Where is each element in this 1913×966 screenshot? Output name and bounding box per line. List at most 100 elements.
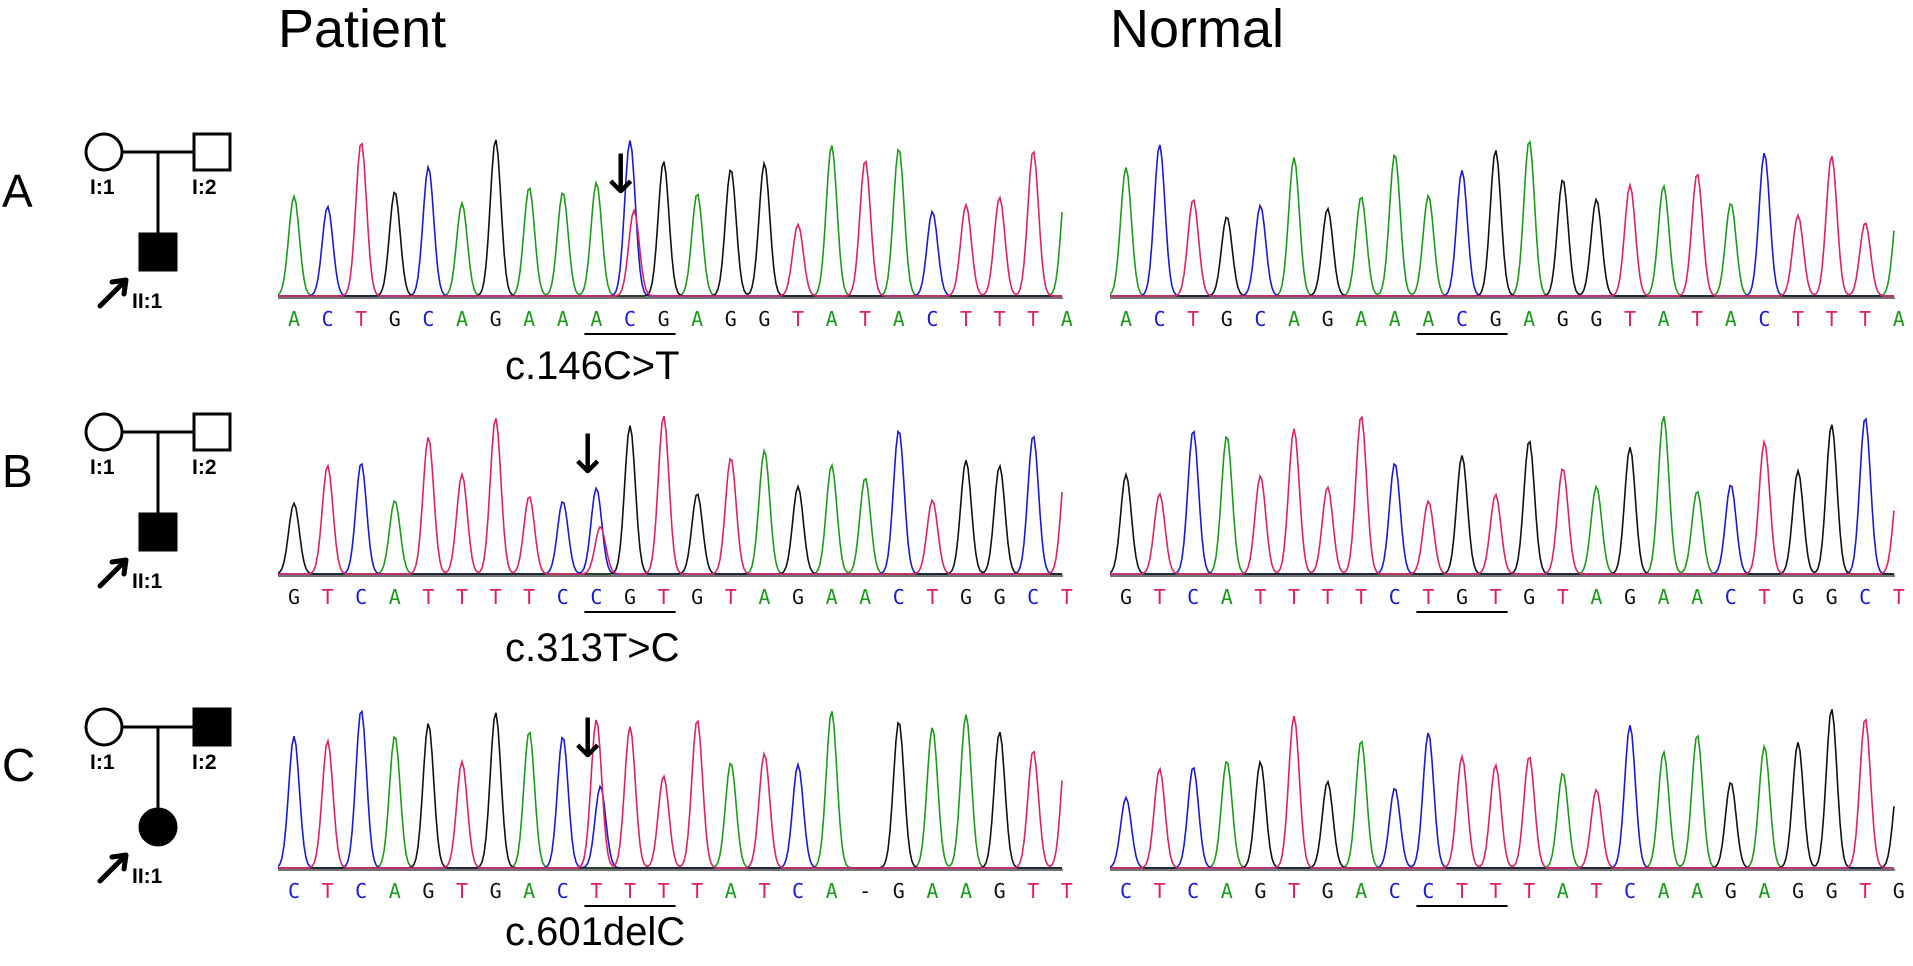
proband-label: II:1 — [132, 865, 163, 888]
father-symbol — [192, 132, 232, 172]
arrow-icon: ↓ — [598, 143, 644, 206]
base-call: A — [1120, 307, 1132, 331]
proband-symbol — [138, 512, 178, 552]
mother-label: I:1 — [90, 176, 115, 199]
trace-t — [1110, 415, 1895, 575]
base-call: A — [1422, 307, 1434, 331]
base-call: A — [389, 585, 401, 609]
trace-t — [1110, 715, 1894, 869]
base-call: A — [926, 879, 938, 903]
base-call: T — [1061, 585, 1073, 609]
base-call: A — [826, 879, 838, 903]
base-call: A — [893, 307, 905, 331]
base-call: T — [1893, 585, 1905, 609]
base-call: G — [1792, 879, 1804, 903]
base-call: T — [422, 585, 434, 609]
base-call: A — [1658, 307, 1670, 331]
base-call: A — [456, 307, 468, 331]
pedigree-svg: I:1 I:2 II:1 — [84, 707, 232, 888]
proband-label: II:1 — [132, 290, 163, 313]
trace-g — [1110, 424, 1894, 575]
base-call: T — [1792, 307, 1804, 331]
patient-header: Patient — [278, 0, 447, 59]
base-call: T — [1027, 879, 1039, 903]
proband-symbol — [138, 232, 178, 272]
base-call: A — [288, 307, 300, 331]
base-call: A — [389, 879, 401, 903]
base-call: G — [1792, 585, 1804, 609]
base-call: C — [1389, 879, 1401, 903]
base-call: T — [1826, 307, 1838, 331]
father-label: I:2 — [192, 176, 217, 199]
base-call: T — [758, 879, 770, 903]
base-call: G — [691, 585, 703, 609]
base-call: G — [389, 307, 401, 331]
base-call: T — [994, 307, 1006, 331]
base-call: T — [926, 585, 938, 609]
base-call: A — [1658, 585, 1670, 609]
base-call: T — [859, 307, 871, 331]
base-call: T — [725, 585, 737, 609]
base-call: G — [1254, 879, 1266, 903]
base-call: A — [1389, 307, 1401, 331]
proband-label: II:1 — [132, 570, 163, 593]
base-call: G — [758, 307, 770, 331]
trace-g — [1110, 709, 1895, 869]
arrow-icon: ↓ — [565, 423, 611, 486]
base-call: G — [994, 879, 1006, 903]
base-call: G — [792, 585, 804, 609]
base-call: G — [1826, 879, 1838, 903]
base-call: A — [557, 307, 569, 331]
base-call: A — [1691, 585, 1703, 609]
base-call: T — [1523, 879, 1535, 903]
base-call: T — [1061, 879, 1073, 903]
base-call: A — [590, 307, 602, 331]
row-label-a: A — [2, 165, 33, 217]
mutation-label-a: c.146C>T — [505, 344, 680, 388]
base-call: G — [1120, 585, 1132, 609]
base-call: C — [624, 307, 636, 331]
base-call: C — [1624, 879, 1636, 903]
base-call: G — [490, 879, 502, 903]
base-call: G — [994, 585, 1006, 609]
row-label-b: B — [2, 445, 33, 497]
base-call: T — [1624, 307, 1636, 331]
base-call: C — [590, 585, 602, 609]
pedigree-a: I:1 I:2 II:1 — [82, 130, 240, 315]
base-call: T — [1859, 307, 1871, 331]
base-call: T — [1027, 307, 1039, 331]
mutation-label-b: c.313T>C — [505, 626, 680, 670]
trace-a — [1110, 734, 1894, 869]
father-symbol — [192, 412, 232, 452]
base-call: A — [1221, 585, 1233, 609]
base-call: G — [1590, 307, 1602, 331]
base-call: T — [1590, 879, 1602, 903]
base-call: C — [322, 307, 334, 331]
base-call: G — [1826, 585, 1838, 609]
base-call: G — [960, 585, 972, 609]
base-call: T — [1758, 585, 1770, 609]
base-call: T — [658, 585, 670, 609]
base-call: C — [1758, 307, 1770, 331]
base-call: A — [1658, 879, 1670, 903]
pedigree-svg: I:1 I:2 II:1 — [84, 412, 232, 593]
base-call: T — [1154, 879, 1166, 903]
mother-label: I:1 — [90, 456, 115, 479]
base-call: T — [1355, 585, 1367, 609]
base-call: C — [1187, 879, 1199, 903]
base-call: T — [658, 879, 670, 903]
base-call: A — [1725, 307, 1737, 331]
base-call: T — [456, 879, 468, 903]
base-call: T — [1254, 585, 1266, 609]
base-call: G — [1221, 307, 1233, 331]
base-call: T — [490, 585, 502, 609]
base-call: A — [1590, 585, 1602, 609]
base-call: T — [1557, 585, 1569, 609]
arrow-icon: ↓ — [565, 707, 611, 770]
base-call: C — [355, 879, 367, 903]
base-call: G — [1725, 879, 1737, 903]
